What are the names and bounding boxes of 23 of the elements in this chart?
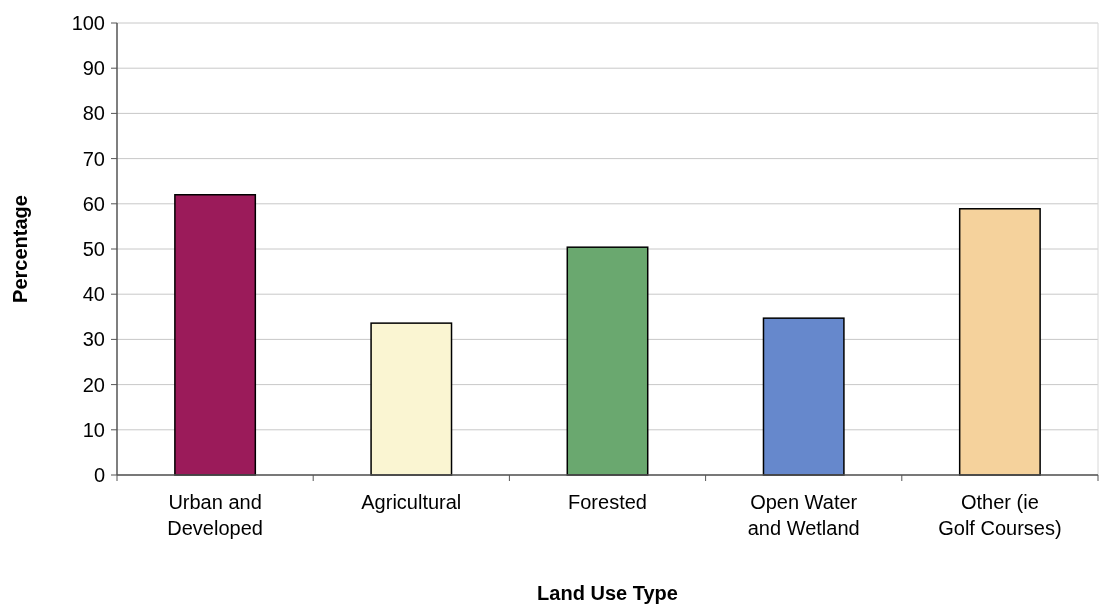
y-tick-label: 0 (93, 464, 105, 486)
x-tick-label: Forested (568, 491, 647, 513)
y-tick-label: 60 (82, 192, 105, 215)
y-tick-label: 30 (82, 328, 105, 351)
y-tick-label: 50 (82, 238, 105, 260)
x-tick-label: Open Water and Wetland (747, 491, 860, 539)
bar (370, 322, 453, 476)
x-axis-title: Land Use Type (537, 582, 678, 604)
bar (958, 208, 1041, 476)
y-tick-label: 80 (82, 102, 105, 125)
y-tick-label: 90 (82, 57, 105, 80)
x-tick-label: Other (ie Golf Courses) (938, 491, 1062, 539)
y-tick-label: 100 (71, 12, 105, 34)
bar (174, 194, 257, 476)
y-tick-label: 10 (82, 418, 105, 441)
y-tick-label: 70 (82, 147, 105, 170)
y-axis-title: Percentage (9, 195, 31, 303)
y-tick-label: 20 (82, 373, 105, 396)
x-tick-label: Urban and Developed (167, 491, 263, 539)
y-tick-label: 40 (82, 283, 105, 306)
bar (762, 317, 845, 476)
bar (566, 246, 649, 476)
x-tick-label: Agricultural (361, 491, 462, 513)
